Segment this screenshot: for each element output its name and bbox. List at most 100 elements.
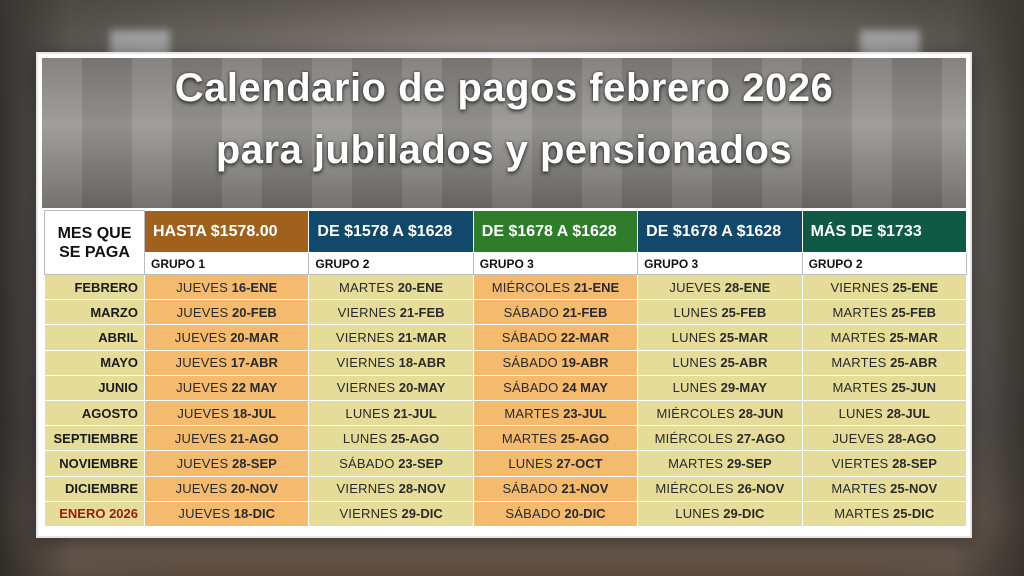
group-header-2: GRUPO 2	[308, 252, 474, 275]
range-header-2: DE $1578 A $1628	[308, 210, 474, 253]
date-label: 25-NOV	[890, 481, 938, 497]
weekday-label: VIERNES	[337, 304, 397, 320]
payment-date-cell: MARTES 25-JUN	[801, 374, 967, 401]
month-cell: DICIEMBRE	[44, 475, 145, 502]
date-label: 25-JUN	[891, 380, 937, 396]
payment-date-cell: VIERNES 29-DIC	[308, 500, 474, 527]
weekday-label: VIERTES	[831, 455, 889, 471]
date-label: 24 MAY	[562, 380, 608, 396]
payment-date-cell: JUEVES 22 MAY	[143, 374, 310, 401]
payment-table: MES QUE SE PAGA HASTA $1578.00 DE $1578 …	[44, 210, 967, 527]
weekday-label: SÁBADO	[505, 506, 561, 522]
date-label: 25-AGO	[560, 430, 610, 446]
date-label: 18-DIC	[233, 506, 275, 522]
weekday-label: SÁBADO	[502, 481, 558, 497]
weekday-label: SÁBADO	[339, 455, 395, 471]
date-label: 25-AGO	[390, 430, 440, 446]
weekday-label: SÁBADO	[503, 304, 559, 320]
weekday-label: LUNES	[671, 329, 717, 345]
group-header-1: GRUPO 1	[143, 252, 310, 275]
payment-date-cell: JUEVES 17-ABR	[143, 349, 310, 376]
payment-date-cell: VIERNES 21-MAR	[308, 324, 474, 351]
table-row: MARZO JUEVES 20-FEB VIERNES 21-FEB SÁBADO 2…	[44, 299, 967, 326]
payment-date-cell: VIERTES 28-SEP	[801, 450, 967, 477]
weekday-label: JUEVES	[176, 380, 228, 396]
payment-date-cell: MIÉRCOLES 28-JUN	[637, 399, 803, 427]
range-header-1: HASTA $1578.00	[143, 210, 310, 253]
payment-date-cell: JUEVES 18-DIC	[143, 500, 310, 527]
date-label: 20-DIC	[564, 506, 606, 522]
payment-date-cell: VIERNES 21-FEB	[308, 299, 474, 326]
date-label: 17-ABR	[230, 355, 278, 371]
month-cell: AGOSTO	[44, 399, 145, 427]
weekday-label: MIÉRCOLES	[491, 279, 571, 295]
date-label: 28-JUL	[886, 405, 930, 421]
date-label: 22-MAR	[560, 329, 610, 345]
weekday-label: JUEVES	[174, 329, 227, 345]
date-label: 29-DIC	[723, 506, 765, 522]
payment-calendar-card: Calendario de pagos febrero 2026 para ju…	[36, 52, 972, 538]
date-label: 28-SEP	[231, 455, 277, 471]
date-label: 25-DIC	[893, 506, 935, 522]
date-label: 25-MAR	[719, 329, 769, 345]
date-label: 25-FEB	[721, 304, 767, 320]
payment-date-cell: LUNES 28-JUL	[801, 399, 967, 427]
weekday-label: LUNES	[672, 355, 717, 371]
payment-table-wrapper: MES QUE SE PAGA HASTA $1578.00 DE $1578 …	[44, 210, 967, 532]
payment-date-cell: JUEVES 28-SEP	[143, 450, 310, 477]
table-row: ABRIL JUEVES 20-MAR VIERNES 21-MAR SÁBADO 2…	[44, 324, 967, 351]
payment-date-cell: MARTES 25-NOV	[801, 475, 967, 502]
payment-date-cell: SÁBADO 19-ABR	[472, 349, 639, 376]
weekday-label: MARTES	[832, 380, 888, 396]
month-cell: MAYO	[44, 349, 145, 376]
weekday-label: VIERNES	[335, 329, 395, 345]
group-header-5: GRUPO 2	[801, 252, 967, 275]
payment-date-cell: SÁBADO 22-MAR	[472, 324, 639, 351]
payment-date-cell: LUNES 29-DIC	[637, 500, 803, 527]
group-header-4: GRUPO 3	[637, 252, 803, 275]
table-row: AGOSTO JUEVES 18-JUL LUNES 21-JUL MARTES 23…	[44, 399, 967, 427]
payment-date-cell: MIÉRCOLES 21-ENE	[472, 273, 639, 301]
payment-date-cell: JUEVES 20-FEB	[143, 299, 310, 326]
date-label: 25-MAR	[889, 329, 938, 345]
date-label: 21-ENE	[573, 279, 620, 295]
weekday-label: VIERNES	[339, 506, 398, 522]
weekday-label: MIÉRCOLES	[656, 405, 735, 421]
weekday-label: JUEVES	[832, 430, 885, 446]
month-cell: ABRIL	[44, 324, 145, 351]
date-label: 25-ABR	[890, 355, 938, 371]
date-label: 21-AGO	[230, 430, 279, 446]
date-label: 19-ABR	[561, 355, 609, 371]
weekday-label: MARTES	[831, 355, 887, 371]
date-label: 16-ENE	[231, 279, 278, 295]
table-row: ENERO 2026 JUEVES 18-DIC VIERNES 29-DIC SÁB…	[44, 500, 967, 527]
date-label: 29-DIC	[401, 506, 443, 522]
date-label: 29-MAY	[720, 380, 768, 396]
weekday-label: VIERNES	[336, 481, 396, 497]
payment-date-cell: SÁBADO 20-DIC	[472, 500, 639, 527]
date-label: 20-ENE	[397, 279, 444, 295]
title-line-2: para jubilados y pensionados	[215, 128, 793, 172]
weekday-label: MARTES	[831, 481, 887, 497]
weekday-label: LUNES	[342, 430, 388, 446]
weekday-label: JUEVES	[175, 355, 228, 371]
weekday-label: JUEVES	[178, 506, 231, 522]
weekday-label: SÁBADO	[502, 355, 558, 371]
payment-date-cell: JUEVES 28-AGO	[801, 425, 967, 452]
weekday-label: JUEVES	[175, 481, 228, 497]
date-label: 20-MAR	[230, 329, 279, 345]
month-cell: FEBRERO	[44, 273, 145, 301]
payment-date-cell: VIERNES 28-NOV	[308, 475, 474, 502]
payment-date-cell: MIÉRCOLES 26-NOV	[637, 475, 803, 502]
weekday-label: SÁBADO	[503, 380, 559, 396]
date-label: 28-NOV	[398, 481, 446, 497]
weekday-label: MIÉRCOLES	[654, 430, 734, 446]
date-label: 18-ABR	[398, 355, 446, 371]
weekday-label: LUNES	[345, 405, 390, 421]
title-line-1: Calendario de pagos febrero 2026	[174, 66, 834, 110]
month-cell: JUNIO	[44, 374, 145, 401]
payment-date-cell: LUNES 25-ABR	[637, 349, 803, 376]
date-label: 20-NOV	[230, 481, 278, 497]
range-header-3: DE $1678 A $1628	[472, 210, 639, 253]
date-label: 21-NOV	[561, 481, 609, 497]
